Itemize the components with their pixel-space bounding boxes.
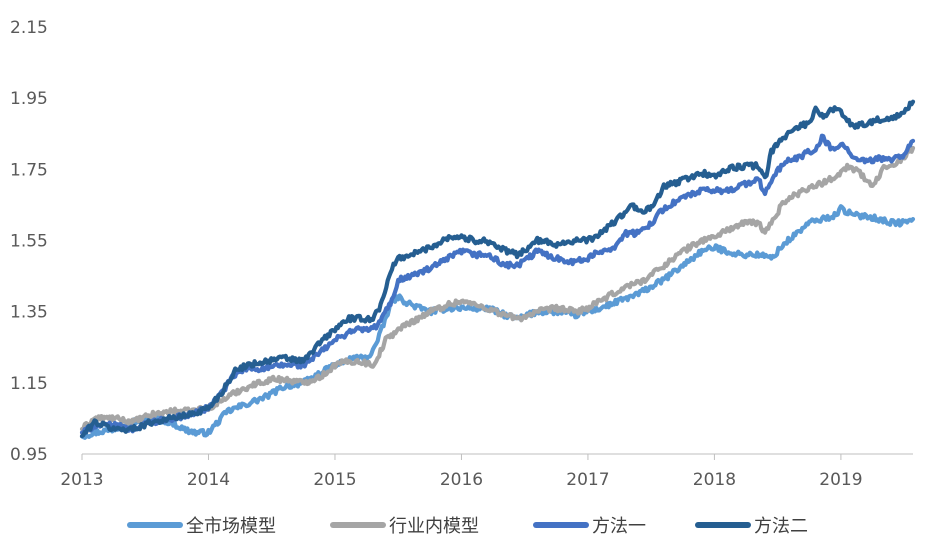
y-tick-label: 1.95 [10,89,48,109]
series-line-2 [79,145,916,432]
y-tick-label: 1.55 [10,232,48,252]
y-tick-label: 1.75 [10,160,48,180]
y-tick-label: 1.35 [10,303,48,323]
series-line-1 [79,204,916,440]
y-tick-label: 1.15 [10,374,48,394]
x-tick-label: 2017 [566,470,609,490]
x-tick-label: 2016 [440,470,483,490]
x-tick-label: 2014 [187,470,230,490]
y-tick-label: 2.15 [10,18,48,38]
legend-label: 行业内模型 [389,516,479,537]
x-tick-label: 2018 [693,470,736,490]
legend-label: 方法二 [754,516,808,537]
x-tick-label: 2019 [819,470,862,490]
legend-label: 全市场模型 [186,516,276,537]
series-line-4 [79,99,916,439]
x-tick-label: 2013 [60,470,103,490]
y-tick-label: 0.95 [10,445,48,465]
series-lines [79,99,916,440]
x-axis: 2013 2014 2015 2016 2017 2018 2019 [60,453,913,490]
y-axis-ticks: 0.95 1.15 1.35 1.55 1.75 1.95 2.15 [10,18,48,465]
legend-label: 方法一 [592,516,646,537]
legend: 全市场模型 行业内模型 方法一 方法二 [127,516,808,537]
x-tick-label: 2015 [313,470,356,490]
series-line-3 [79,133,916,435]
